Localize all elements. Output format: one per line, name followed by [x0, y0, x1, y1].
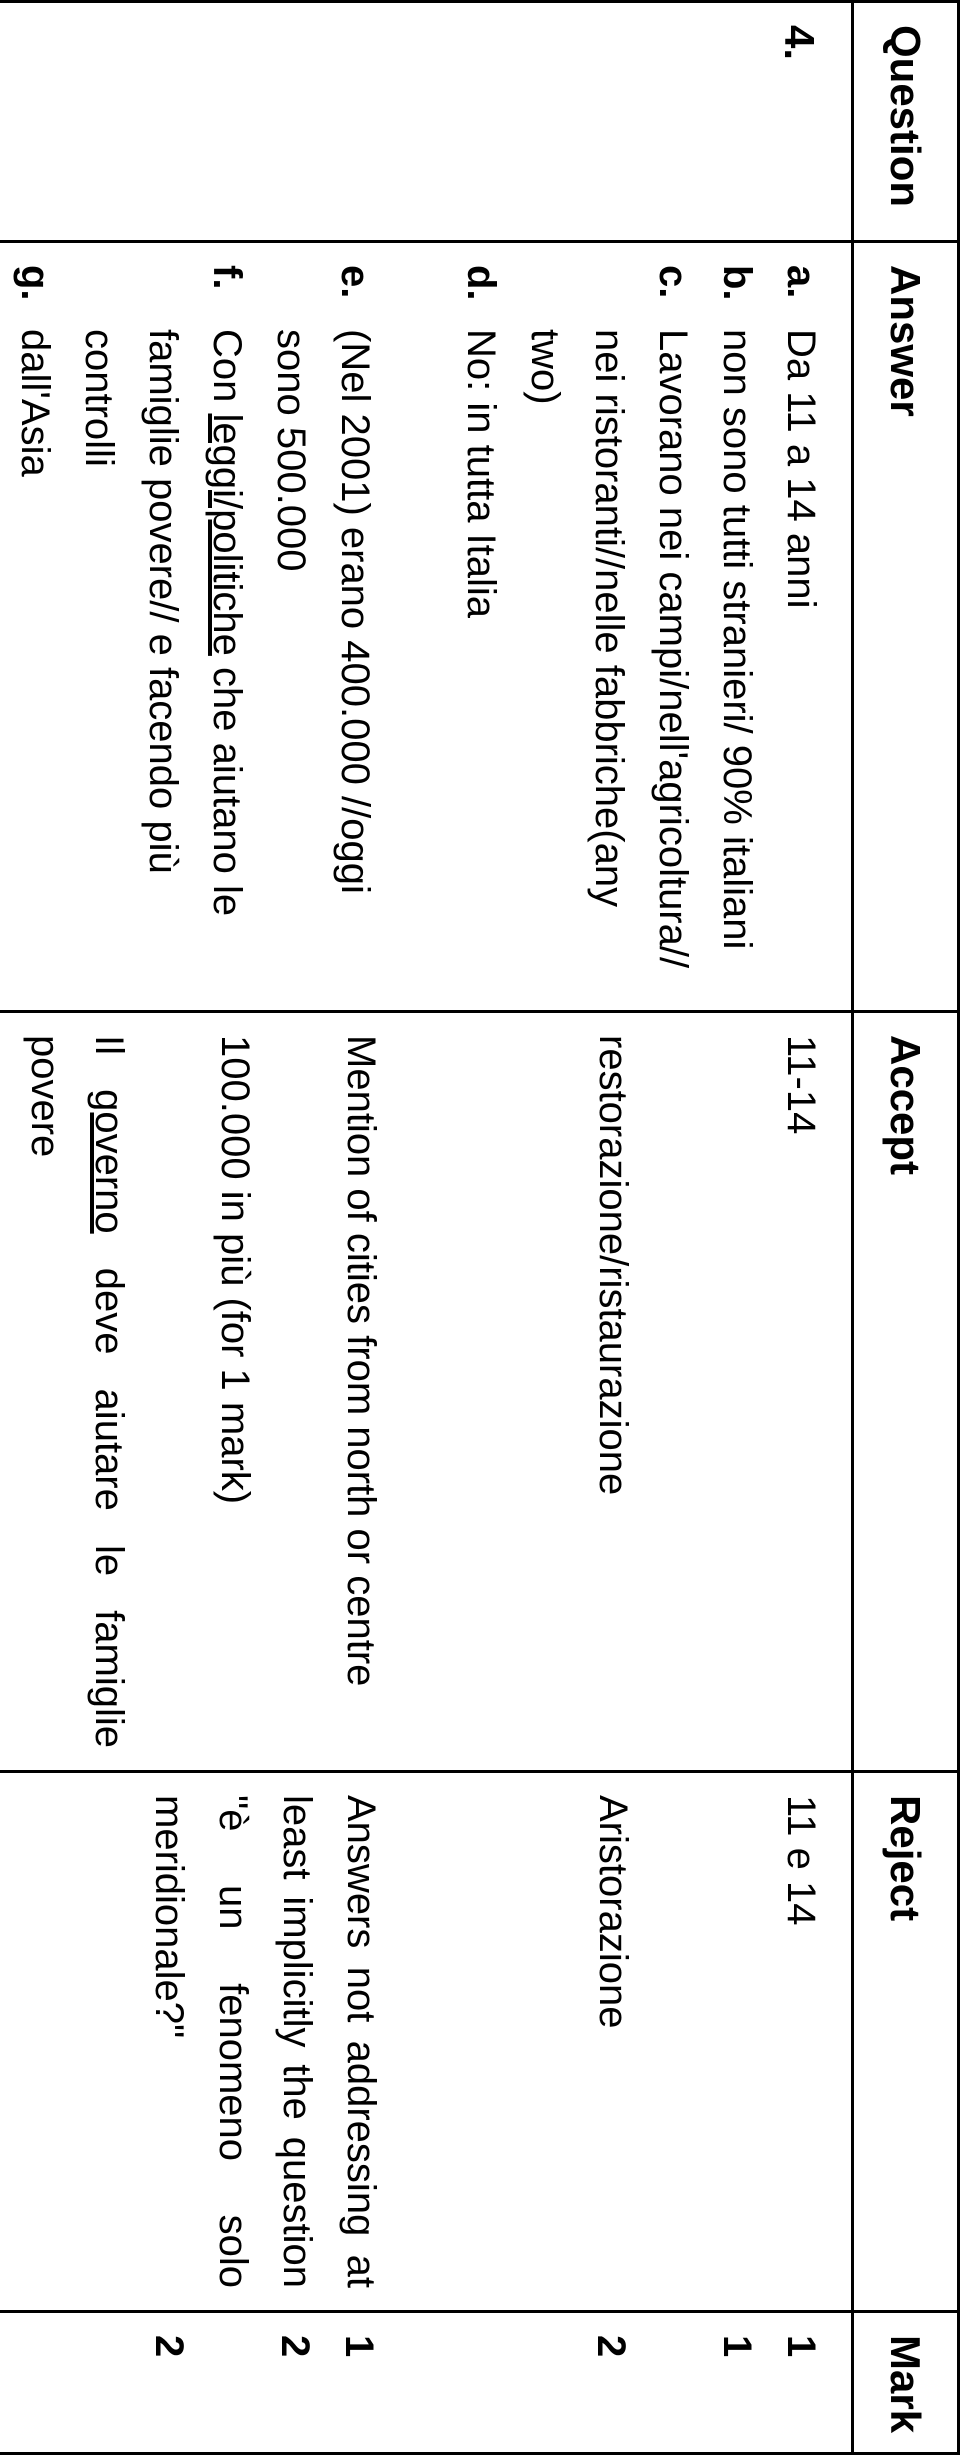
q4f-answer: Con leggi/politiche che aiutano le famig… [67, 329, 259, 988]
q4d-label: d. [449, 265, 513, 329]
q4c-mark: 2 [579, 2335, 643, 2430]
q4c-answer: Lavorano nei campi/nell'agricoltura// ne… [513, 329, 705, 988]
header-row: Question Answer Accept Reject Mark [852, 2, 958, 2454]
q4c-reject: Aristorazione [581, 1795, 645, 2288]
q4a-accept: 11-14 [769, 1035, 833, 1748]
q4g-answer: dall'Asia [3, 329, 67, 988]
header-reject: Reject [852, 1772, 958, 2312]
q4f-mark1: 1 [0, 2335, 13, 2430]
q4d-mark2: 2 [263, 2335, 327, 2430]
q4b-label: b. [705, 265, 769, 329]
header-accept: Accept [852, 1012, 958, 1772]
q4d-answer: No: in tutta Italia [449, 329, 513, 988]
header-answer: Answer [852, 242, 958, 1012]
q4-accept-cell: 11-14 restorazione/ristaurazione Mention… [0, 1012, 852, 1772]
q4e-accept: 100.000 in più (for 1 mark) [203, 1035, 267, 1748]
q4-num-text: 4. [776, 25, 823, 60]
q4d-accept: Mention of cities from north or centre [329, 1035, 393, 1748]
q4e-mark: 2 [137, 2335, 201, 2430]
q4d-reject: Answers not addressing at least implicit… [137, 1795, 393, 2288]
q4e-label: e. [323, 265, 387, 329]
header-question: Question [852, 2, 958, 242]
q4h-label: h. [0, 265, 3, 329]
q4f-accept-pre: Il [87, 1035, 131, 1089]
q4d-mark1: 1 [327, 2335, 391, 2430]
marking-table: Question Answer Accept Reject Mark 4. a.… [0, 0, 960, 2455]
q4a-reject: 11 e 14 [769, 1795, 833, 2288]
question-4-row: 4. a.Da 11 a 14 anni b.non sono tutti st… [0, 2, 852, 2454]
q4f-accept-u: governo [87, 1089, 131, 1234]
q4f-answer-pre: Con [205, 329, 249, 414]
q4a-label: a. [769, 265, 833, 329]
q4-number: 4. [0, 2, 852, 242]
q4c-accept: restorazione/ristaurazione [581, 1035, 645, 1748]
header-mark: Mark [852, 2312, 958, 2454]
q4c-label: c. [641, 265, 705, 329]
q4-reject-cell: 11 e 14 Aristorazione Answers not addres… [0, 1772, 852, 2312]
q4-answer-cell: a.Da 11 a 14 anni b.non sono tutti stran… [0, 242, 852, 1012]
q4a-answer: Da 11 a 14 anni [769, 329, 833, 988]
q4a-mark: 1 [769, 2335, 833, 2430]
q4f-accept: Il governo deve aiutare le famiglie pove… [13, 1035, 141, 1748]
q4f-answer-u: leggi/politiche [205, 414, 249, 656]
q4b-mark: 1 [705, 2335, 769, 2430]
q4g-label: g. [3, 265, 67, 329]
q4-mark-cell: 1 1 2 1 2 2 1 2 [0, 2312, 852, 2454]
q4e-answer: (Nel 2001) erano 400.000 //oggi sono 500… [259, 329, 387, 988]
q4h-answer: con la famiglia//per un datore di lavoro… [0, 329, 3, 988]
q4f-label: f. [195, 265, 259, 329]
q4b-answer: non sono tutti stranieri/ 90% italiani [705, 329, 769, 988]
